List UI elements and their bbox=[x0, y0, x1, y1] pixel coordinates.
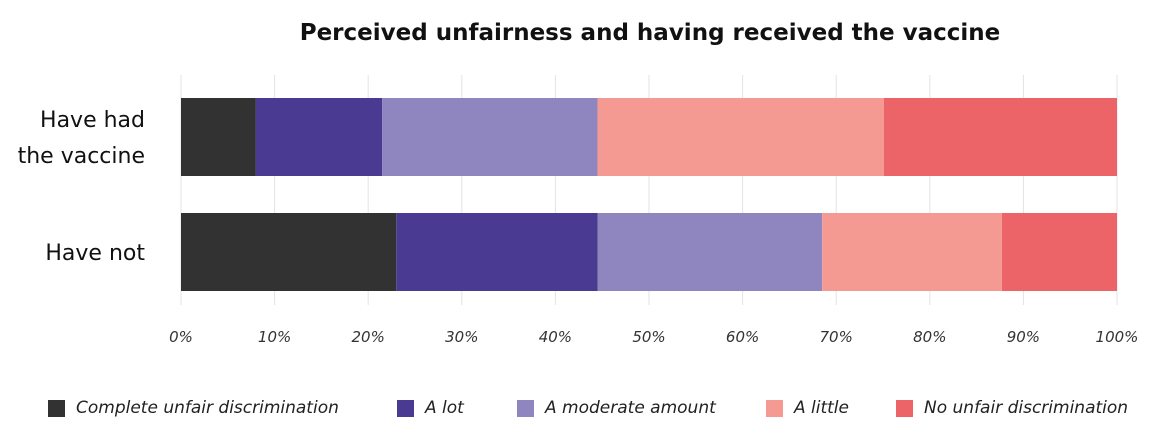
legend-label: No unfair discrimination bbox=[924, 398, 1129, 418]
bar-segment bbox=[597, 98, 884, 176]
chart: Perceived unfairness and having received… bbox=[18, 20, 1139, 346]
category-labels: Have had the vaccine Have not bbox=[18, 108, 146, 266]
bar-segment bbox=[255, 98, 383, 176]
legend-item: A moderate amount bbox=[517, 398, 716, 418]
legend-label: A moderate amount bbox=[545, 398, 716, 418]
legend-swatch bbox=[48, 399, 65, 417]
bar-segment bbox=[396, 213, 598, 291]
x-tick-label: 20% bbox=[352, 328, 385, 346]
legend-swatch bbox=[766, 399, 783, 417]
legend-swatch bbox=[896, 399, 913, 417]
legend-swatch bbox=[397, 399, 414, 417]
legend-label: A lot bbox=[425, 398, 464, 418]
bar-segment bbox=[822, 213, 1002, 291]
x-tick-label: 10% bbox=[258, 328, 291, 346]
legend-item: A little bbox=[766, 398, 849, 418]
x-tick-label: 40% bbox=[539, 328, 572, 346]
x-tick-label: 100% bbox=[1096, 328, 1139, 346]
category-label: the vaccine bbox=[18, 144, 145, 169]
bar-segment bbox=[181, 98, 256, 176]
bar-segment bbox=[883, 98, 1117, 176]
category-label: Have not bbox=[45, 241, 145, 266]
bar-segment bbox=[382, 98, 598, 176]
legend-label: A little bbox=[794, 398, 849, 418]
x-axis-ticks: 0% 10% 20% 30% 40% 50% 60% 70% 80% 90% 100% bbox=[169, 328, 1138, 346]
category-label: Have had bbox=[40, 108, 145, 133]
bar-segment bbox=[597, 213, 823, 291]
x-tick-label: 30% bbox=[445, 328, 478, 346]
legend-item: Complete unfair discrimination bbox=[48, 398, 339, 418]
x-tick-label: 60% bbox=[726, 328, 759, 346]
x-tick-label: 90% bbox=[1007, 328, 1040, 346]
x-tick-label: 0% bbox=[169, 328, 193, 346]
x-tick-label: 70% bbox=[820, 328, 853, 346]
bar-segment bbox=[1001, 213, 1117, 291]
chart-title: Perceived unfairness and having received… bbox=[300, 20, 1001, 46]
bars bbox=[181, 98, 1117, 291]
legend-item: A lot bbox=[397, 398, 464, 418]
legend-swatch bbox=[517, 399, 534, 417]
legend-item: No unfair discrimination bbox=[896, 398, 1128, 418]
x-tick-label: 50% bbox=[632, 328, 665, 346]
bar-segment bbox=[181, 213, 397, 291]
legend-label: Complete unfair discrimination bbox=[76, 398, 339, 418]
x-tick-label: 80% bbox=[913, 328, 946, 346]
